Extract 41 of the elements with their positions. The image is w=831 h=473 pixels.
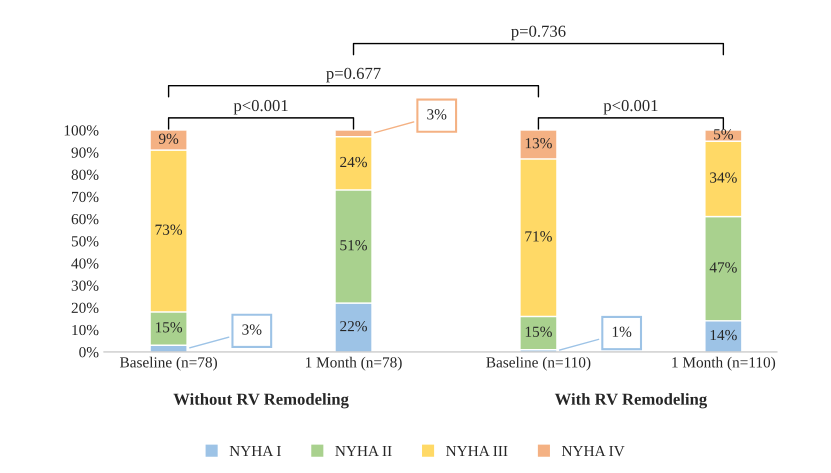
legend-label: NYHA IV — [562, 446, 625, 456]
legend-label: NYHA II — [335, 446, 392, 456]
text: p<0.001 — [604, 100, 658, 115]
y-tick-label: 50% — [72, 236, 98, 246]
data-label: 15% — [526, 326, 552, 337]
data-label: 47% — [710, 262, 737, 273]
y-tick-label: 70% — [72, 192, 98, 202]
x-tick-label: Baseline (n=78) — [120, 356, 217, 371]
y-tick-label: 40% — [71, 258, 98, 269]
y-tick-label: 30% — [72, 280, 98, 291]
text: p=0.677 — [326, 68, 381, 82]
text: p<0.001 — [234, 100, 288, 115]
data-label: 51% — [340, 240, 367, 250]
data-label: 73% — [156, 224, 182, 235]
y-tick-label: 100% — [64, 125, 98, 136]
data-label: 9% — [158, 134, 178, 144]
y-tick-label: 80% — [72, 170, 98, 180]
text: With RV Remodeling — [554, 393, 708, 408]
y-tick-label: 10% — [72, 324, 98, 336]
data-label: 15% — [156, 322, 182, 332]
data-label: 3% — [242, 324, 262, 335]
x-tick-label: Baseline (n=110) — [486, 356, 590, 371]
data-label: 71% — [525, 231, 552, 242]
data-label: 34% — [710, 172, 737, 183]
x-tick-label: 1 Month (n=78) — [306, 356, 402, 371]
text: p=0.736 — [511, 26, 566, 40]
data-label: 14% — [710, 330, 737, 340]
data-label: 1% — [612, 326, 632, 337]
data-label: 13% — [526, 138, 552, 148]
x-tick-label: 1 Month (n=110) — [672, 356, 776, 371]
data-label: 3% — [427, 109, 446, 120]
text: Without RV Remodeling — [173, 393, 349, 408]
y-tick-label: 20% — [72, 302, 98, 314]
y-tick-label: 60% — [72, 214, 98, 224]
y-tick-label: 90% — [72, 147, 98, 158]
legend-label: NYHA III — [446, 446, 508, 456]
data-label: 5% — [714, 129, 734, 140]
data-label: 22% — [340, 321, 367, 332]
y-tick-label: 0% — [79, 347, 98, 358]
legend-label: NYHA I — [230, 446, 281, 456]
data-label: 24% — [340, 156, 367, 168]
